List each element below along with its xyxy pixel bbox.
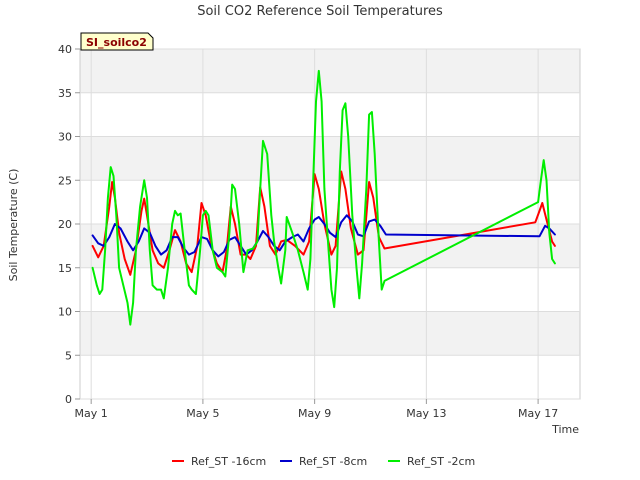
plot-band (80, 92, 580, 137)
x-tick-label: May 17 (518, 407, 558, 420)
series-line-3 (91, 69, 556, 326)
x-axis-ticks: May 1 May 5 May 9 May 13 May 17 (75, 399, 558, 420)
plot-band (80, 355, 580, 399)
y-tick-label: 25 (58, 174, 72, 187)
y-tick-label: 5 (65, 349, 72, 362)
legend-label-2: Ref_ST -8cm (299, 455, 367, 468)
legend-label-1: Ref_ST -16cm (191, 455, 266, 468)
y-tick-label: 40 (58, 43, 72, 56)
legend-label-3: Ref_ST -2cm (407, 455, 475, 468)
y-tick-label: 30 (58, 131, 72, 144)
y-tick-label: 15 (58, 262, 72, 275)
y-axis-ticks: 0 5 10 15 20 25 30 35 40 (58, 43, 80, 406)
plot-band (80, 180, 580, 224)
series-line-2 (91, 214, 556, 258)
y-tick-label: 35 (58, 87, 72, 100)
plot-band (80, 49, 580, 93)
plot-band (80, 136, 580, 181)
x-tick-label: May 13 (406, 407, 446, 420)
x-tick-label: May 1 (75, 407, 108, 420)
chart-title: Soil CO2 Reference Soil Temperatures (197, 4, 443, 19)
y-tick-label: 20 (58, 218, 72, 231)
y-axis-label: Soil Temperature (C) (7, 169, 20, 282)
y-tick-label: 10 (58, 306, 72, 319)
legend: Ref_ST -16cm Ref_ST -8cm Ref_ST -2cm (172, 455, 475, 468)
series-layer (91, 69, 556, 326)
x-tick-label: May 9 (298, 407, 331, 420)
site-badge-label: SI_soilco2 (86, 36, 147, 49)
x-axis-label: Time (551, 423, 579, 436)
y-tick-label: 0 (65, 393, 72, 406)
x-tick-label: May 5 (186, 407, 219, 420)
site-badge: SI_soilco2 (80, 32, 154, 51)
plot-band (80, 311, 580, 356)
site-badge-box (80, 32, 154, 51)
